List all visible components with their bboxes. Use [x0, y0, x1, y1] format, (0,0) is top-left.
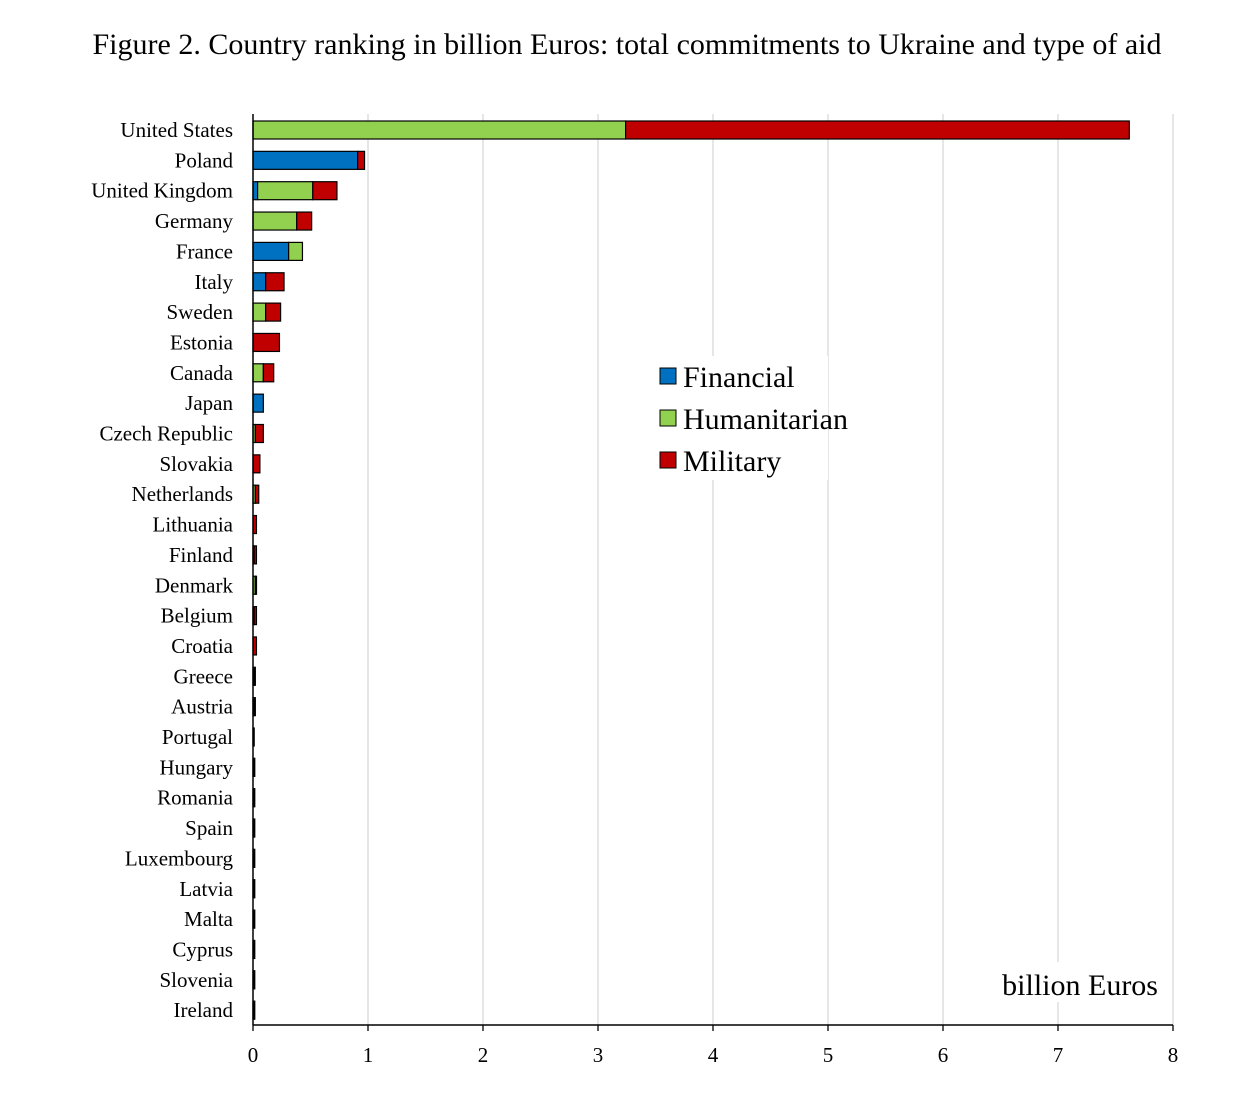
gridlines	[367, 114, 1174, 1025]
x-tick-label-1: 1	[363, 1043, 374, 1067]
bar-greece-military	[253, 666, 256, 686]
bar-luxembourg-military	[252, 848, 256, 869]
bar-poland-military	[357, 150, 366, 170]
bar-poland-financial	[252, 150, 359, 170]
unit-label: billion Euros	[1002, 969, 1158, 1002]
bar-netherlands-military	[254, 484, 260, 504]
bar-italy-financial	[252, 272, 267, 292]
chart-title: Figure 2. Country ranking in billion Eur…	[92, 28, 1162, 61]
category-label-hungary: Hungary	[160, 755, 234, 779]
category-label-slovenia: Slovenia	[160, 968, 234, 992]
bar-canada-humanitarian	[252, 363, 264, 383]
bar-estonia-military	[252, 332, 281, 353]
bar-japan-financial	[252, 393, 264, 413]
bar-hungary-military	[252, 757, 256, 777]
bar-spain-military	[252, 818, 256, 838]
bar-united-states-humanitarian	[252, 120, 627, 140]
bars	[252, 120, 1130, 1020]
bar-slovakia-military	[252, 454, 261, 474]
category-label-sweden: Sweden	[167, 300, 234, 324]
bar-czech-republic-military	[254, 423, 264, 444]
x-tick-label-2: 2	[478, 1043, 489, 1067]
category-label-denmark: Denmark	[155, 573, 234, 597]
category-label-lithuania: Lithuania	[153, 513, 234, 537]
bar-ireland-military	[252, 1000, 256, 1020]
bar-united-states-military	[624, 120, 1130, 140]
category-label-estonia: Estonia	[170, 330, 234, 354]
bar-slovenia-military	[252, 970, 256, 990]
legend-swatch-humanitarian	[659, 409, 677, 427]
bar-germany-humanitarian	[252, 211, 298, 231]
category-label-croatia: Croatia	[171, 634, 233, 658]
axes	[252, 114, 1174, 1031]
bar-cyprus-military	[252, 939, 256, 960]
legend-label-humanitarian: Humanitarian	[683, 403, 848, 436]
unit-label-background	[985, 962, 1165, 1002]
category-label-france: France	[176, 239, 233, 263]
category-label-spain: Spain	[185, 816, 233, 840]
bar-canada-military	[262, 363, 275, 383]
bar-belgium-military	[253, 605, 258, 626]
category-label-belgium: Belgium	[161, 604, 233, 628]
category-label-united-states: United States	[120, 118, 233, 142]
category-label-greece: Greece	[174, 664, 233, 688]
legend: Financial Humanitarian Military	[650, 356, 848, 480]
x-tick-label-4: 4	[708, 1043, 719, 1067]
category-label-germany: Germany	[155, 209, 234, 233]
category-label-japan: Japan	[185, 391, 233, 415]
legend-swatch-military	[659, 451, 677, 469]
legend-swatch-financial	[659, 367, 677, 385]
category-label-ireland: Ireland	[174, 998, 234, 1022]
bar-italy-military	[265, 272, 285, 292]
bar-united-kingdom-military	[312, 181, 338, 201]
bar-finland-military	[253, 545, 258, 565]
category-labels: United States Poland United Kingdom Germany…	[91, 118, 233, 1022]
category-label-poland: Poland	[175, 148, 234, 172]
bar-malta-military	[252, 909, 256, 929]
bar-romania-military	[252, 788, 256, 808]
bar-denmark-military	[254, 575, 258, 595]
category-label-slovakia: Slovakia	[160, 452, 234, 476]
bar-france-financial	[252, 241, 290, 261]
bar-latvia-military	[252, 879, 256, 899]
category-label-luxembourg: Luxembourg	[125, 846, 234, 870]
bar-austria-military	[253, 697, 256, 717]
category-label-austria: Austria	[171, 695, 234, 719]
category-label-czech-republic: Czech Republic	[99, 422, 233, 446]
legend-label-financial: Financial	[683, 361, 795, 394]
x-tick-label-0: 0	[248, 1043, 259, 1067]
category-label-finland: Finland	[169, 543, 234, 567]
bar-united-kingdom-humanitarian	[257, 181, 314, 201]
bar-sweden-military	[265, 302, 282, 322]
category-label-cyprus: Cyprus	[172, 937, 233, 961]
category-label-malta: Malta	[184, 907, 234, 931]
x-tick-label-7: 7	[1053, 1043, 1064, 1067]
bar-france-humanitarian	[288, 241, 304, 261]
x-tick-labels: 0 1 2 3 4 5 6 7 8	[248, 1043, 1179, 1067]
category-label-united-kingdom: United Kingdom	[91, 179, 233, 203]
x-tick-label-5: 5	[823, 1043, 834, 1067]
category-label-portugal: Portugal	[162, 725, 233, 749]
category-label-italy: Italy	[195, 270, 234, 294]
category-label-romania: Romania	[157, 786, 233, 810]
x-tick-label-3: 3	[593, 1043, 604, 1067]
legend-background	[650, 356, 828, 480]
bar-sweden-humanitarian	[252, 302, 267, 322]
category-label-canada: Canada	[170, 361, 234, 385]
category-label-netherlands: Netherlands	[132, 482, 233, 506]
x-tick-label-8: 8	[1168, 1043, 1179, 1067]
x-tick-label-6: 6	[938, 1043, 949, 1067]
category-label-latvia: Latvia	[179, 877, 233, 901]
bar-germany-military	[296, 211, 313, 231]
legend-label-military: Military	[683, 445, 781, 478]
